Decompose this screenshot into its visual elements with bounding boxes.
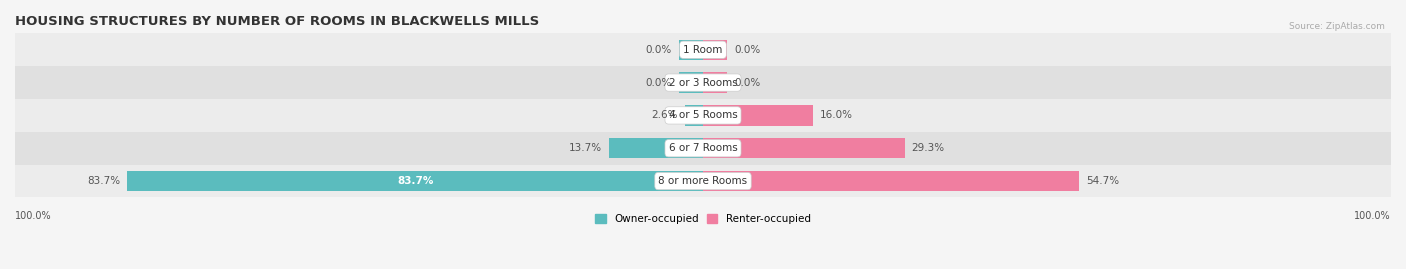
Text: 29.3%: 29.3%	[911, 143, 945, 153]
Bar	[703, 72, 727, 93]
Bar	[15, 165, 1391, 197]
Bar	[679, 40, 703, 60]
Bar	[703, 40, 727, 60]
Bar	[127, 171, 703, 191]
Bar	[679, 72, 703, 93]
Bar	[609, 138, 703, 158]
Text: 0.0%: 0.0%	[734, 77, 761, 88]
Legend: Owner-occupied, Renter-occupied: Owner-occupied, Renter-occupied	[591, 210, 815, 228]
Text: 6 or 7 Rooms: 6 or 7 Rooms	[669, 143, 737, 153]
Text: 83.7%: 83.7%	[87, 176, 121, 186]
Text: 100.0%: 100.0%	[15, 211, 52, 221]
Text: 16.0%: 16.0%	[820, 110, 853, 121]
Text: 8 or more Rooms: 8 or more Rooms	[658, 176, 748, 186]
Text: 13.7%: 13.7%	[569, 143, 602, 153]
Text: 0.0%: 0.0%	[645, 45, 672, 55]
Text: 4 or 5 Rooms: 4 or 5 Rooms	[669, 110, 737, 121]
Text: 83.7%: 83.7%	[396, 176, 433, 186]
Bar	[15, 99, 1391, 132]
Bar	[703, 105, 813, 126]
Bar	[15, 66, 1391, 99]
Bar	[15, 132, 1391, 165]
Text: 2.6%: 2.6%	[652, 110, 678, 121]
Text: 1 Room: 1 Room	[683, 45, 723, 55]
Text: Source: ZipAtlas.com: Source: ZipAtlas.com	[1289, 22, 1385, 30]
Bar	[703, 171, 1080, 191]
Text: 54.7%: 54.7%	[1087, 176, 1119, 186]
Text: 0.0%: 0.0%	[734, 45, 761, 55]
Bar	[703, 138, 904, 158]
Bar	[685, 105, 703, 126]
Text: HOUSING STRUCTURES BY NUMBER OF ROOMS IN BLACKWELLS MILLS: HOUSING STRUCTURES BY NUMBER OF ROOMS IN…	[15, 15, 540, 28]
Text: 100.0%: 100.0%	[1354, 211, 1391, 221]
Bar	[15, 33, 1391, 66]
Text: 0.0%: 0.0%	[645, 77, 672, 88]
Text: 2 or 3 Rooms: 2 or 3 Rooms	[669, 77, 737, 88]
